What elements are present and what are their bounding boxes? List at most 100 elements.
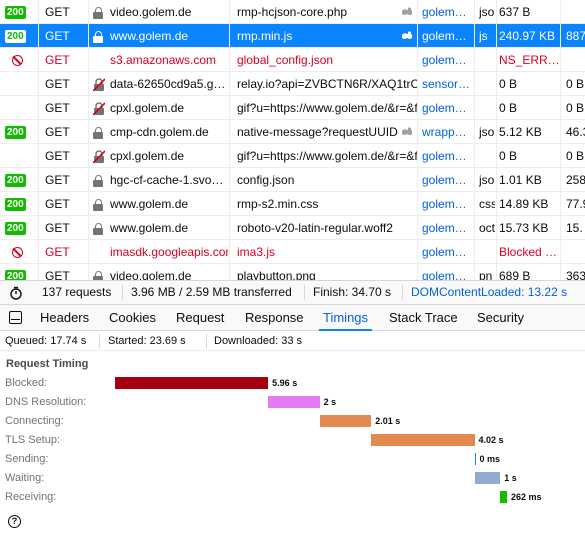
insecure-lock-icon bbox=[93, 149, 105, 164]
initiator-cell[interactable]: golem… bbox=[422, 101, 467, 115]
timing-row: DNS Resolution: 2 s bbox=[0, 393, 585, 412]
method-cell: GET bbox=[45, 221, 70, 235]
timing-label: Blocked: bbox=[5, 377, 48, 389]
transferred-cell: 363 bbox=[566, 269, 585, 280]
domain-cell: cpxl.golem.de bbox=[110, 101, 185, 115]
file-cell: native-message?requestUUID bbox=[237, 125, 398, 139]
tab-stack-trace[interactable]: Stack Trace bbox=[389, 310, 458, 325]
tab-cookies[interactable]: Cookies bbox=[109, 310, 156, 325]
timing-value: 5.96 s bbox=[272, 378, 298, 388]
tab-security[interactable]: Security bbox=[477, 310, 524, 325]
transferred-cell: 887 bbox=[566, 29, 585, 43]
tab-request[interactable]: Request bbox=[176, 310, 225, 325]
timing-label: Receiving: bbox=[5, 491, 57, 503]
timing-label: DNS Resolution: bbox=[5, 396, 87, 408]
request-row[interactable]: 200 GET www.golem.de rmp.min.js golem… js 240.… bbox=[0, 24, 585, 48]
initiator-cell[interactable]: golem… bbox=[422, 245, 467, 259]
timing-label: TLS Setup: bbox=[5, 434, 61, 446]
security-cell bbox=[93, 168, 105, 192]
tab-headers[interactable]: Headers bbox=[40, 310, 90, 325]
initiator-cell[interactable]: golem… bbox=[422, 173, 467, 187]
security-cell bbox=[93, 120, 105, 144]
tab-response[interactable]: Response bbox=[245, 310, 304, 325]
request-row[interactable]: GET data-62650cd9a5.g… relay.io?api=ZVBCTN… bbox=[0, 72, 585, 96]
domain-cell: www.golem.de bbox=[110, 29, 189, 43]
timing-label: Sending: bbox=[5, 453, 49, 465]
timing-value: 1 s bbox=[504, 473, 517, 483]
security-cell bbox=[93, 240, 105, 264]
type-cell: jso bbox=[479, 5, 495, 19]
timing-bar bbox=[268, 396, 320, 408]
timing-bar bbox=[474, 453, 476, 465]
request-row[interactable]: 200 GET video.golem.de playbutton.png golem…… bbox=[0, 264, 585, 280]
timing-row: Blocked: 5.96 s bbox=[0, 374, 585, 393]
request-row[interactable]: 200 GET hgc-cf-cache-1.svo… config.json gole… bbox=[0, 168, 585, 192]
size-cell: 0 B bbox=[499, 101, 518, 115]
status-cell: 200 bbox=[5, 168, 31, 192]
request-count: 137 requests bbox=[42, 285, 112, 299]
timing-row: TLS Setup: 4.02 s bbox=[0, 431, 585, 450]
type-cell: jso bbox=[479, 125, 495, 139]
request-row[interactable]: 200 GET www.golem.de rmp-s2.min.css golem… cs… bbox=[0, 192, 585, 216]
domain-cell: s3.amazonaws.com bbox=[110, 53, 217, 67]
request-row[interactable]: GET cpxl.golem.de gif?u=https://www.golem.… bbox=[0, 144, 585, 168]
size-cell: 637 B bbox=[499, 5, 531, 19]
column-divider bbox=[88, 0, 89, 280]
initiator-cell[interactable]: golem… bbox=[422, 53, 467, 67]
transferred-cell: 0 B bbox=[566, 149, 585, 163]
size-cell: Blocked … bbox=[499, 245, 558, 259]
column-divider bbox=[560, 0, 561, 280]
initiator-cell[interactable]: golem… bbox=[422, 149, 467, 163]
security-cell bbox=[93, 48, 105, 72]
timing-value: 262 ms bbox=[510, 492, 542, 502]
file-cell: gif?u=https://www.golem.de/&r=&f bbox=[237, 101, 417, 115]
stopwatch-icon[interactable] bbox=[9, 281, 23, 304]
method-cell: GET bbox=[45, 245, 70, 259]
type-cell bbox=[479, 96, 495, 120]
lock-icon bbox=[93, 30, 103, 43]
method-cell: GET bbox=[45, 101, 70, 115]
transferred-size: 3.96 MB / 2.59 MB transferred bbox=[131, 285, 292, 299]
initiator-cell[interactable]: golem… bbox=[422, 269, 467, 280]
initiator-cell[interactable]: golem… bbox=[422, 29, 467, 43]
request-row[interactable]: GET cpxl.golem.de gif?u=https://www.golem.… bbox=[0, 96, 585, 120]
type-cell: jso bbox=[479, 173, 495, 187]
summary-bar: 137 requests 3.96 MB / 2.59 MB transferr… bbox=[0, 280, 585, 305]
status-cell: 200 bbox=[5, 120, 31, 144]
method-cell: GET bbox=[45, 53, 70, 67]
request-row[interactable]: 200 GET video.golem.de rmp-hcjson-core.php g… bbox=[0, 0, 585, 24]
status-cell bbox=[5, 72, 31, 96]
timing-bar bbox=[371, 434, 475, 446]
initiator-cell[interactable]: golem… bbox=[422, 221, 467, 235]
timing-value: 2.01 s bbox=[375, 416, 401, 426]
status-cell: 200 bbox=[5, 192, 31, 216]
request-row[interactable]: GET imasdk.googleapis.com ima3.js golem… Blo… bbox=[0, 240, 585, 264]
transferred-cell: 0 B bbox=[566, 101, 585, 115]
dom-content-loaded: DOMContentLoaded: 13.22 s bbox=[411, 285, 568, 299]
status-cell: 200 bbox=[5, 264, 31, 280]
status-cell: 200 bbox=[5, 0, 31, 24]
tracker-icon bbox=[402, 31, 412, 39]
lock-icon bbox=[93, 6, 103, 19]
timing-bar bbox=[319, 415, 372, 427]
request-row[interactable]: 200 GET cmp-cdn.golem.de native-message?req… bbox=[0, 120, 585, 144]
size-cell: 689 B bbox=[499, 269, 531, 280]
size-cell: 5.12 KB bbox=[499, 125, 542, 139]
method-cell: GET bbox=[45, 125, 70, 139]
timing-value: 2 s bbox=[323, 397, 337, 407]
toggle-panel-icon[interactable] bbox=[9, 311, 22, 324]
type-cell bbox=[479, 240, 495, 264]
help-icon[interactable]: ? bbox=[8, 515, 21, 528]
finish-time: Finish: 34.70 s bbox=[313, 285, 392, 299]
request-row[interactable]: 200 GET www.golem.de roboto-v20-latin-regul… bbox=[0, 216, 585, 240]
column-divider bbox=[229, 0, 230, 280]
method-cell: GET bbox=[45, 5, 70, 19]
initiator-cell[interactable]: sensor… bbox=[422, 77, 471, 91]
tab-timings[interactable]: Timings bbox=[318, 305, 373, 331]
method-cell: GET bbox=[45, 77, 70, 91]
initiator-cell[interactable]: golem… bbox=[422, 5, 467, 19]
initiator-cell[interactable]: wrapp… bbox=[422, 125, 467, 139]
initiator-cell[interactable]: golem… bbox=[422, 197, 467, 211]
request-row[interactable]: GET s3.amazonaws.com global_config.json gol… bbox=[0, 48, 585, 72]
transferred-cell: 0 B bbox=[566, 77, 585, 91]
